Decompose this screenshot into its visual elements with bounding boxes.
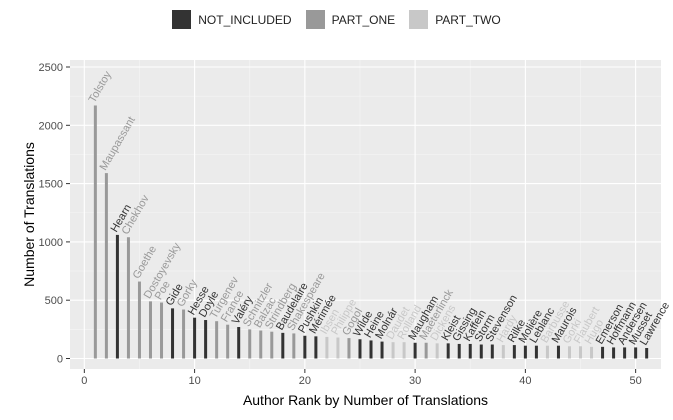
bar-8 — [171, 308, 175, 359]
bar-20 — [303, 335, 307, 359]
bar-39 — [512, 345, 516, 359]
bar-14 — [237, 327, 241, 359]
legend-label-part-two: PART_TWO — [435, 12, 501, 27]
bar-7 — [160, 302, 164, 359]
bar-41 — [534, 345, 538, 359]
bar-29 — [402, 342, 406, 359]
bar-17 — [270, 331, 274, 359]
y-axis: 0 500 1000 1500 2000 2500 — [39, 62, 70, 366]
bar-34 — [457, 343, 461, 359]
legend: NOT_INCLUDED PART_ONE PART_TWO — [0, 10, 673, 29]
grid-major — [70, 60, 661, 369]
bar-48 — [612, 347, 616, 359]
bar-18 — [281, 332, 285, 359]
legend-key-part-one — [305, 10, 325, 29]
bar-3 — [115, 234, 119, 359]
bar-35 — [468, 343, 472, 359]
bar-40 — [523, 345, 527, 359]
bar-50 — [634, 347, 638, 359]
bar-36 — [479, 344, 483, 359]
bar-4 — [126, 237, 130, 359]
bar-38 — [501, 345, 505, 359]
y-tick-label: 1000 — [39, 237, 63, 249]
bar-47 — [601, 346, 605, 359]
legend-label-not-included: NOT_INCLUDED — [198, 12, 292, 27]
y-tick-label: 500 — [45, 295, 63, 307]
bar-5 — [137, 281, 141, 359]
bar-44 — [567, 346, 571, 359]
bar-9 — [182, 309, 186, 359]
bar-31 — [424, 342, 428, 359]
bar-13 — [226, 324, 230, 359]
bar-49 — [623, 347, 627, 359]
bar-46 — [590, 346, 594, 359]
y-tick-label: 2000 — [39, 120, 63, 132]
x-axis: 0 10 20 30 40 50 — [81, 369, 642, 387]
x-tick-label: 10 — [188, 375, 200, 387]
y-tick-label: 0 — [57, 354, 63, 366]
bar-24 — [347, 338, 351, 359]
bar-10 — [193, 317, 197, 359]
legend-item-not-included[interactable]: NOT_INCLUDED — [172, 10, 292, 29]
bar-19 — [292, 333, 296, 359]
bar-28 — [391, 342, 395, 359]
legend-item-part-one[interactable]: PART_ONE — [305, 10, 396, 29]
bar-23 — [336, 337, 340, 359]
bar-33 — [446, 343, 450, 359]
bar-37 — [490, 344, 494, 359]
legend-item-part-two[interactable]: PART_TWO — [409, 10, 501, 29]
bar-22 — [325, 336, 329, 359]
bar-6 — [148, 301, 152, 359]
bar-42 — [545, 345, 549, 359]
bar-43 — [556, 345, 560, 359]
bar-45 — [579, 346, 583, 359]
x-axis-title: Author Rank by Number of Translations — [243, 392, 488, 408]
x-tick-label: 30 — [409, 375, 421, 387]
x-tick-label: 40 — [519, 375, 531, 387]
bar-21 — [314, 336, 318, 359]
plot-panel — [70, 60, 661, 369]
x-tick-label: 50 — [630, 375, 642, 387]
y-axis-title: Number of Translations — [21, 142, 37, 287]
bar-labels: TolstoyMaupassantHearnChekhovGoetheDosto… — [87, 69, 673, 348]
bar-32 — [435, 343, 439, 359]
x-tick-label: 20 — [299, 375, 311, 387]
bars — [93, 105, 649, 359]
legend-key-part-two — [409, 10, 429, 29]
bar-11 — [204, 320, 208, 359]
legend-key-not-included — [172, 10, 192, 29]
legend-label-part-one: PART_ONE — [331, 12, 396, 27]
bar-27 — [380, 341, 384, 359]
bar-51 — [645, 348, 649, 359]
bar-26 — [369, 340, 373, 359]
bar-16 — [259, 330, 263, 359]
x-tick-label: 0 — [81, 375, 87, 387]
y-tick-label: 1500 — [39, 179, 63, 191]
bar-30 — [413, 342, 417, 359]
bar-15 — [248, 329, 252, 359]
bar-25 — [358, 339, 362, 359]
bar-1 — [93, 105, 97, 359]
y-tick-label: 2500 — [39, 62, 63, 74]
bar-2 — [104, 173, 108, 359]
bar-12 — [215, 321, 219, 359]
